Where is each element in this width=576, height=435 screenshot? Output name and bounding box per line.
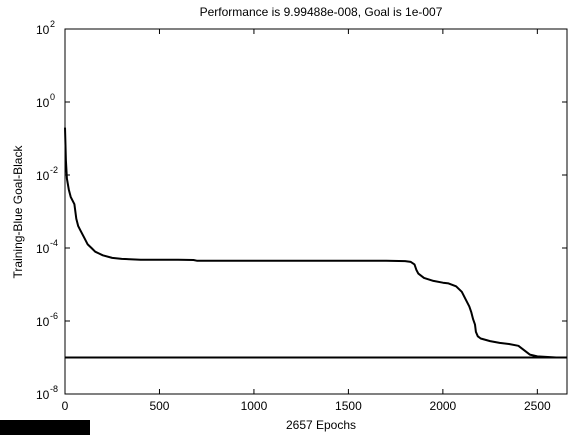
y-tick-exponent: -6 bbox=[50, 311, 58, 321]
redaction-bar bbox=[0, 420, 90, 435]
y-tick-label: 10 0 bbox=[36, 92, 55, 110]
y-axis-label: Training-Blue Goal-Black bbox=[11, 145, 25, 279]
y-tick-label: 10 -8 bbox=[36, 384, 58, 402]
y-tick-exponent: 0 bbox=[50, 92, 55, 102]
x-tick-label: 0 bbox=[62, 399, 69, 413]
y-tick-label: 10 -4 bbox=[36, 238, 58, 256]
x-axis-label: 2657 Epochs bbox=[286, 418, 356, 432]
y-tick-base: 10 bbox=[36, 315, 50, 329]
training-performance-line bbox=[64, 127, 567, 359]
chart-title: Performance is 9.99488e-008, Goal is 1e-… bbox=[200, 5, 443, 19]
y-tick-label: 10 -6 bbox=[36, 311, 58, 329]
x-tick-label: 2500 bbox=[524, 399, 551, 413]
y-tick-label: 10 2 bbox=[36, 19, 55, 37]
y-tick-exponent: -4 bbox=[50, 238, 58, 248]
y-tick-base: 10 bbox=[36, 96, 50, 110]
x-tick-label: 1000 bbox=[241, 399, 268, 413]
y-tick-exponent: -8 bbox=[50, 384, 58, 394]
y-tick-label: 10 -2 bbox=[36, 165, 58, 183]
x-tick-label: 500 bbox=[149, 399, 169, 413]
y-tick-base: 10 bbox=[36, 23, 50, 37]
plot-area-frame bbox=[64, 28, 568, 395]
y-tick-exponent: -2 bbox=[50, 165, 58, 175]
y-tick-base: 10 bbox=[36, 388, 50, 402]
x-tick-label: 1500 bbox=[335, 399, 362, 413]
x-tick-label: 2000 bbox=[430, 399, 457, 413]
y-tick-base: 10 bbox=[36, 169, 50, 183]
y-tick-base: 10 bbox=[36, 242, 50, 256]
y-tick-exponent: 2 bbox=[50, 19, 55, 29]
series-lines bbox=[64, 127, 567, 359]
